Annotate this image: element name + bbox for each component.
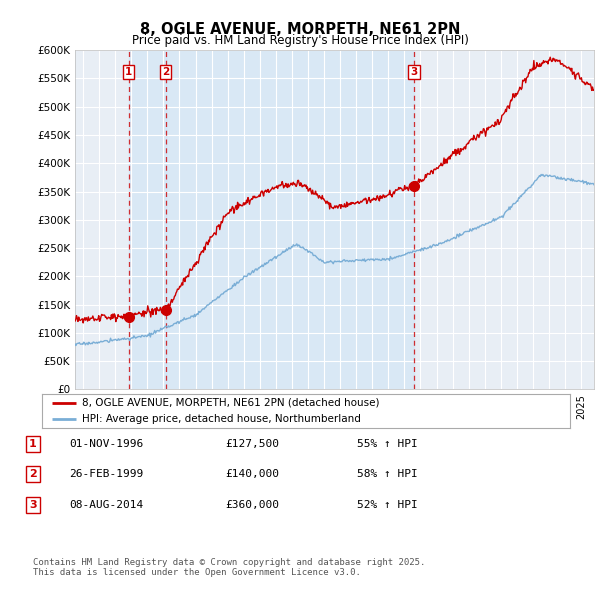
Text: 1: 1: [29, 439, 37, 448]
Text: 1: 1: [125, 67, 132, 77]
Text: £127,500: £127,500: [225, 439, 279, 448]
Text: £360,000: £360,000: [225, 500, 279, 510]
Text: 8, OGLE AVENUE, MORPETH, NE61 2PN (detached house): 8, OGLE AVENUE, MORPETH, NE61 2PN (detac…: [82, 398, 379, 408]
Text: HPI: Average price, detached house, Northumberland: HPI: Average price, detached house, Nort…: [82, 414, 361, 424]
Text: £140,000: £140,000: [225, 470, 279, 479]
Text: 2: 2: [29, 470, 37, 479]
Text: Contains HM Land Registry data © Crown copyright and database right 2025.
This d: Contains HM Land Registry data © Crown c…: [33, 558, 425, 577]
Text: 3: 3: [29, 500, 37, 510]
Text: 2: 2: [162, 67, 169, 77]
Text: 8, OGLE AVENUE, MORPETH, NE61 2PN: 8, OGLE AVENUE, MORPETH, NE61 2PN: [140, 22, 460, 37]
Text: 3: 3: [410, 67, 418, 77]
Text: 08-AUG-2014: 08-AUG-2014: [69, 500, 143, 510]
Text: 26-FEB-1999: 26-FEB-1999: [69, 470, 143, 479]
Text: 01-NOV-1996: 01-NOV-1996: [69, 439, 143, 448]
Text: 55% ↑ HPI: 55% ↑ HPI: [357, 439, 418, 448]
Text: 52% ↑ HPI: 52% ↑ HPI: [357, 500, 418, 510]
Text: Price paid vs. HM Land Registry's House Price Index (HPI): Price paid vs. HM Land Registry's House …: [131, 34, 469, 47]
Bar: [128, 50, 166, 389]
Text: 58% ↑ HPI: 58% ↑ HPI: [357, 470, 418, 479]
Bar: [166, 50, 414, 389]
